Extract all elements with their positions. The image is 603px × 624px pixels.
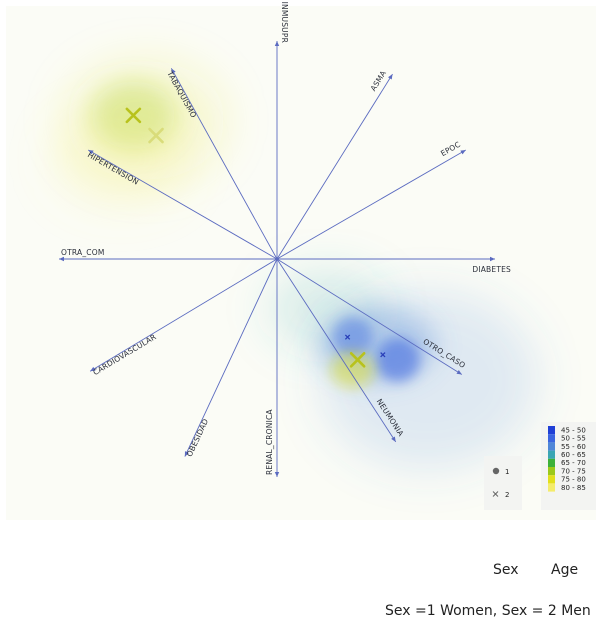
caption-sex: Sex [493, 562, 519, 578]
data-points [125, 107, 386, 368]
heatmap-legend-label-4: 65 - 70 [561, 459, 586, 467]
axis-arrow-neumonia [391, 436, 396, 442]
axis-arrow-diabetes [490, 256, 495, 262]
heatmap-legend-swatch-5 [548, 467, 555, 476]
heatmap-blob-3 [375, 337, 420, 382]
heatmap-legend-label-7: 80 - 85 [561, 484, 586, 492]
axis-label-diabetes: DIABETES [472, 265, 511, 274]
caption-age: Age [551, 562, 579, 578]
heatmap-legend-swatch-2 [548, 442, 555, 451]
series-legend-box [484, 456, 522, 510]
heatmap-blob-5 [330, 351, 375, 388]
point-series-1-1 [380, 352, 386, 358]
series-legend: 12 [484, 456, 522, 510]
heatmap-blob-8 [50, 108, 191, 209]
point-series-1-0 [344, 334, 351, 340]
axis-line-obesidad [184, 258, 278, 457]
caption-sex-note: Sex =1 Women, Sex = 2 Men [385, 603, 591, 619]
axis-line-cardiovascular [89, 258, 278, 372]
axis-line-epoc [276, 149, 467, 260]
heatmap-legend-label-0: 45 - 50 [561, 426, 586, 434]
point-series-2-1 [148, 127, 164, 144]
axis-arrow-renal_cronica [274, 472, 280, 477]
heatmap-legend-label-2: 55 - 60 [561, 443, 586, 451]
heatmap-layer [50, 60, 539, 470]
axis-arrow-tabaquismo [171, 68, 176, 74]
axis-line-otro_caso [276, 258, 463, 375]
axis-arrow-obesidad [184, 451, 189, 457]
axis-label-inmusupr: INMUSUPR [280, 2, 289, 43]
axis-line-asma [276, 73, 393, 260]
heatmap-legend-swatch-0 [548, 426, 555, 435]
heatmap-legend-swatch-1 [548, 434, 555, 443]
axis-arrow-asma [388, 74, 393, 80]
heatmap-legend-swatch-7 [548, 483, 555, 492]
axis-label-renal_cronica: RENAL_CRONICA [265, 409, 274, 475]
series-legend-label-2: 2 [505, 491, 509, 499]
axis-arrow-cardiovascular [90, 366, 96, 372]
biplot-chart: INMUSUPR ASMA EPOC DIABETES OTRO_CASO NEUMONI… [50, 1, 596, 510]
axis-line-hipertension [87, 149, 278, 260]
heatmap-legend-label-1: 50 - 55 [561, 435, 586, 443]
point-series-2-2 [349, 351, 366, 368]
point-series-2-0 [125, 107, 142, 124]
axis-arrow-hipertension [88, 150, 94, 155]
series-legend-marker-1 [492, 467, 500, 475]
heatmap-legend-label-3: 60 - 65 [561, 451, 586, 459]
heatmap-legend-swatch-4 [548, 458, 555, 467]
heatmap-legend-swatch-3 [548, 450, 555, 459]
axis-line-tabaquismo [170, 68, 278, 260]
heatmap-blob-4 [332, 317, 373, 358]
heatmap-legend-label-6: 75 - 80 [561, 476, 586, 484]
axis-line-neumonia [276, 258, 397, 443]
axis-arrow-inmusupr [274, 41, 280, 46]
axis-arrow-otra_com [59, 256, 64, 262]
axis-arrow-otro_caso [456, 370, 462, 375]
biplot-svg: INMUSUPRASMAEPOCDIABETESOTRO_CASONEUMONI… [50, 1, 596, 510]
axis-arrow-epoc [460, 150, 466, 155]
heatmap-legend-label-5: 70 - 75 [561, 467, 586, 475]
axis-label-otra_com: OTRA_COM [61, 248, 104, 257]
series-legend-label-1: 1 [505, 468, 509, 476]
heatmap-legend-swatch-6 [548, 475, 555, 484]
series-legend-marker-2 [492, 491, 499, 497]
